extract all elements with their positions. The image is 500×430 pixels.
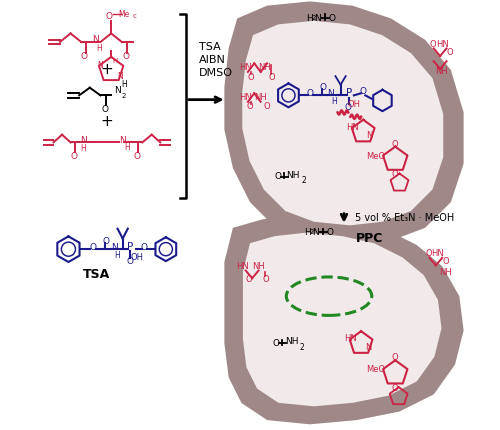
Text: O: O xyxy=(442,258,449,267)
Text: H: H xyxy=(121,80,127,89)
Text: H: H xyxy=(113,58,118,64)
Text: O: O xyxy=(392,140,398,149)
Text: O: O xyxy=(272,339,279,348)
Text: NH: NH xyxy=(440,268,452,277)
Text: O: O xyxy=(122,52,130,61)
Polygon shape xyxy=(224,1,464,245)
Text: HN: HN xyxy=(346,123,359,132)
Text: N: N xyxy=(366,132,373,141)
Text: O: O xyxy=(345,103,352,112)
Text: N: N xyxy=(92,35,98,44)
Text: O: O xyxy=(306,89,314,98)
Text: O: O xyxy=(106,12,112,21)
Text: H: H xyxy=(306,14,313,23)
Text: O: O xyxy=(446,48,454,57)
Text: 2: 2 xyxy=(310,229,314,235)
Text: TSA
AIBN
DMSO: TSA AIBN DMSO xyxy=(198,42,232,78)
Text: 2: 2 xyxy=(300,343,304,352)
Text: N: N xyxy=(80,136,87,145)
Text: 2: 2 xyxy=(312,15,316,22)
Text: HN: HN xyxy=(432,249,444,258)
Text: N: N xyxy=(314,14,321,23)
Text: HN: HN xyxy=(344,335,357,344)
Text: 5 vol % Et₃N · MeOH: 5 vol % Et₃N · MeOH xyxy=(354,212,454,223)
Polygon shape xyxy=(224,215,464,424)
Text: H: H xyxy=(80,144,86,153)
Text: O: O xyxy=(90,243,96,252)
Text: +: + xyxy=(100,62,114,77)
Text: O: O xyxy=(392,170,398,179)
Text: O: O xyxy=(126,258,133,267)
Text: O: O xyxy=(262,275,268,283)
Text: O: O xyxy=(274,172,281,181)
Text: NH: NH xyxy=(286,171,300,180)
Text: O: O xyxy=(70,151,78,160)
Text: H: H xyxy=(124,143,130,152)
Text: c: c xyxy=(132,13,136,19)
Polygon shape xyxy=(242,21,443,225)
Text: MeO: MeO xyxy=(366,151,386,160)
Text: OH: OH xyxy=(130,253,143,262)
Text: O: O xyxy=(246,102,254,111)
Text: O: O xyxy=(392,353,398,362)
Text: PPC: PPC xyxy=(356,232,384,245)
Text: N: N xyxy=(119,136,126,145)
Text: N: N xyxy=(111,243,117,252)
Text: O: O xyxy=(80,52,87,61)
Text: 2: 2 xyxy=(122,93,126,99)
Text: O: O xyxy=(430,40,436,49)
Text: O: O xyxy=(328,14,336,23)
Text: O: O xyxy=(327,227,334,236)
Text: +: + xyxy=(100,114,114,129)
Text: HN: HN xyxy=(236,262,248,271)
Text: O: O xyxy=(141,243,148,252)
Text: H: H xyxy=(114,251,120,260)
Text: O: O xyxy=(248,73,254,82)
Polygon shape xyxy=(243,233,442,406)
Text: HN: HN xyxy=(436,40,448,49)
Text: N: N xyxy=(98,61,103,70)
Text: O: O xyxy=(246,275,252,283)
Text: N: N xyxy=(117,72,122,81)
Text: O: O xyxy=(426,249,432,258)
Text: NH: NH xyxy=(252,262,265,271)
Text: N: N xyxy=(114,86,121,95)
Text: O: O xyxy=(319,83,326,92)
Text: TSA: TSA xyxy=(82,268,110,281)
Text: 2: 2 xyxy=(301,176,306,185)
Text: N: N xyxy=(327,89,334,98)
Text: O: O xyxy=(134,151,140,160)
Text: O: O xyxy=(392,384,398,393)
Text: N: N xyxy=(312,227,318,236)
Text: NH: NH xyxy=(254,93,267,102)
Text: P: P xyxy=(128,242,134,252)
Text: HN: HN xyxy=(240,93,252,102)
Text: MeO: MeO xyxy=(366,365,386,374)
Text: H: H xyxy=(332,97,338,106)
Text: N: N xyxy=(366,343,372,352)
Text: O: O xyxy=(360,86,366,95)
Text: P: P xyxy=(346,88,352,98)
Text: O: O xyxy=(268,73,274,82)
Text: HN: HN xyxy=(240,63,252,72)
Text: NH: NH xyxy=(285,338,298,347)
Text: NH: NH xyxy=(258,63,272,72)
Text: O: O xyxy=(264,102,270,111)
Text: O: O xyxy=(102,237,109,246)
Text: H: H xyxy=(96,44,102,53)
Text: OH: OH xyxy=(348,100,360,109)
Text: Me: Me xyxy=(118,10,130,19)
Text: O: O xyxy=(101,104,108,114)
Text: H: H xyxy=(304,227,311,236)
Text: NH: NH xyxy=(435,68,448,77)
